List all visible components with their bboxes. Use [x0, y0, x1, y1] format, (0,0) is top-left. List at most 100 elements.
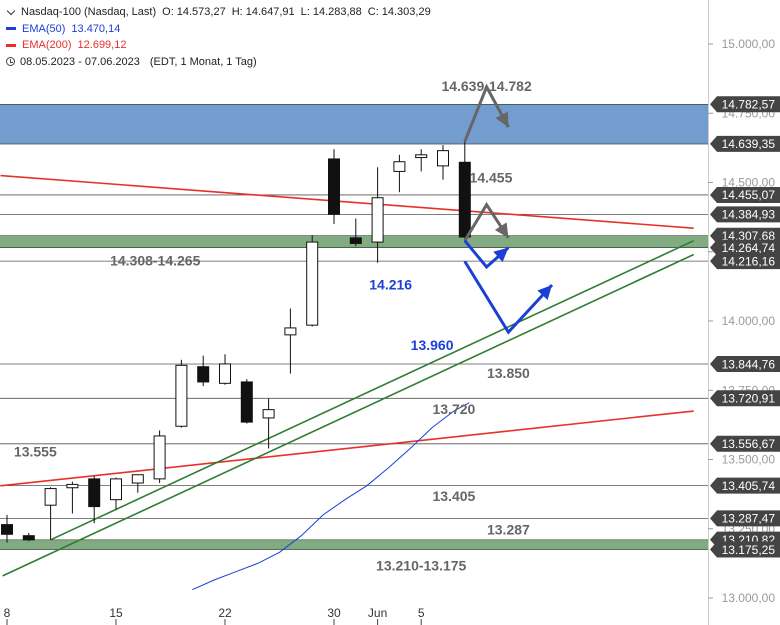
open-label: O: — [162, 6, 174, 18]
bearish-test-arrow-head — [494, 222, 509, 238]
badge-label: 13.287,47 — [722, 512, 776, 526]
x-tick-label: 30 — [327, 606, 341, 620]
badge-label: 14.384,93 — [722, 208, 776, 222]
candle-body — [153, 435, 166, 480]
badge-shape — [710, 239, 780, 256]
legend-ema200-row[interactable]: EMA(200) 12.699,12 — [6, 37, 431, 54]
ema50-line — [192, 402, 470, 591]
close-value: 14.303,29 — [381, 6, 431, 18]
clock-icon — [6, 57, 15, 67]
time-axis[interactable]: 8 15 22 30 Jun 5 — [4, 606, 425, 625]
low-value: 14.283,88 — [312, 6, 362, 18]
range-meta: (EDT, 1 Monat, 1 Tag) — [149, 55, 257, 68]
candle-body — [197, 366, 210, 383]
candle[interactable] — [262, 398, 275, 449]
candle-body — [415, 154, 428, 159]
red-support-line — [0, 410, 694, 487]
candle[interactable] — [197, 355, 210, 387]
candles-layer[interactable] — [1, 141, 471, 543]
badge-label: 14.782,57 — [722, 98, 776, 112]
candle[interactable] — [44, 487, 57, 540]
candle-body — [437, 150, 449, 167]
annotation-label: 13.960 — [411, 337, 454, 353]
legend-instrument-row[interactable]: Nasdaq-100 (Nasdaq, Last) O: 14.573,27 H… — [6, 4, 431, 21]
badge-label: 13.175,25 — [722, 543, 776, 557]
candle[interactable] — [349, 218, 362, 247]
annotations-layer: 14.639-14.782 14.455 14.308-14.265 14.216 13… — [14, 78, 532, 573]
deep-correction-arrow-head — [537, 285, 552, 300]
candle[interactable] — [437, 145, 449, 180]
candle[interactable] — [153, 430, 166, 484]
price-axis[interactable]: 15.000,0014.750,0014.500,0014.250,0014.0… — [708, 37, 780, 605]
high-label: H: — [231, 6, 243, 18]
chart-legend: Nasdaq-100 (Nasdaq, Last) O: 14.573,27 H… — [6, 4, 431, 70]
x-tick-label: Jun — [368, 606, 387, 620]
deep-correction-arrow — [463, 260, 554, 335]
x-tick-label: 5 — [418, 606, 425, 620]
ema50-value: 13.470,14 — [71, 22, 121, 35]
close-label: C: — [367, 6, 379, 18]
candle-body — [284, 327, 297, 336]
axis-price-badge: 13.175,25 — [710, 541, 780, 558]
badge-label: 14.216,16 — [722, 254, 776, 268]
ema200-value: 12.699,12 — [77, 39, 127, 51]
bullish-projection-arrow-head — [495, 111, 509, 128]
badge-shape — [710, 135, 780, 152]
candle-body — [175, 364, 188, 427]
axis-price-badge: 14.782,57 — [710, 96, 780, 113]
candle-body — [88, 478, 101, 508]
badge-shape — [710, 186, 780, 203]
candle[interactable] — [1, 514, 13, 543]
badge-shape — [710, 253, 780, 270]
badge-shape — [710, 510, 780, 527]
x-tick-label: 8 — [4, 606, 11, 620]
candle[interactable] — [328, 149, 340, 225]
candle-body — [66, 483, 79, 489]
candle[interactable] — [393, 154, 406, 193]
y-tick-label: 13.500,00 — [722, 453, 776, 467]
annotation-label: 14.455 — [470, 170, 513, 186]
candle-body — [44, 488, 57, 506]
instrument-name: Nasdaq-100 (Nasdaq, Last) — [21, 6, 157, 18]
support-zone-lower — [0, 539, 708, 550]
annotation-label: 13.555 — [14, 444, 57, 460]
annotation-label: 13.287 — [487, 521, 530, 537]
candle[interactable] — [175, 359, 188, 428]
annotation-label: 14.639-14.782 — [441, 78, 532, 94]
candle[interactable] — [131, 474, 144, 493]
axis-price-badge: 13.844,76 — [710, 356, 780, 373]
candle[interactable] — [66, 481, 79, 514]
x-tick-label: 15 — [109, 606, 123, 620]
annotation-label: 14.308-14.265 — [110, 253, 201, 269]
retest-arrow-head — [493, 247, 509, 263]
candle[interactable] — [371, 167, 384, 263]
badge-shape — [710, 435, 780, 452]
axis-price-badge: 13.720,91 — [710, 390, 780, 407]
annotation-label: 13.405 — [432, 488, 475, 504]
axis-price-badge: 14.384,93 — [710, 206, 780, 223]
badge-label: 13.556,67 — [722, 437, 776, 451]
axis-price-badge: 14.264,74 — [710, 239, 780, 256]
candle-body — [349, 237, 362, 244]
annotation-label: 13.210-13.175 — [376, 557, 467, 573]
legend-ema50-row[interactable]: EMA(50) 13.470,14 — [6, 21, 431, 38]
candle[interactable] — [306, 235, 319, 327]
candle[interactable] — [88, 476, 101, 524]
candle[interactable] — [219, 354, 231, 385]
candle-body — [458, 161, 471, 238]
annotation-label: 13.720 — [432, 401, 475, 417]
axis-price-badge: 14.455,07 — [710, 186, 780, 203]
legend-range-row[interactable]: 08.05.2023 - 07.06.2023 (EDT, 1 Monat, 1… — [6, 54, 431, 71]
candle[interactable] — [240, 379, 253, 424]
candle[interactable] — [458, 141, 471, 243]
candle[interactable] — [110, 477, 122, 510]
candle[interactable] — [22, 532, 35, 542]
chevron-down-icon[interactable] — [6, 6, 16, 15]
badge-label: 13.720,91 — [722, 392, 776, 406]
candle-body — [306, 241, 319, 326]
candle[interactable] — [284, 308, 297, 374]
badge-label: 14.639,35 — [722, 137, 776, 151]
ema200-swatch — [6, 43, 16, 47]
candle[interactable] — [415, 149, 428, 172]
